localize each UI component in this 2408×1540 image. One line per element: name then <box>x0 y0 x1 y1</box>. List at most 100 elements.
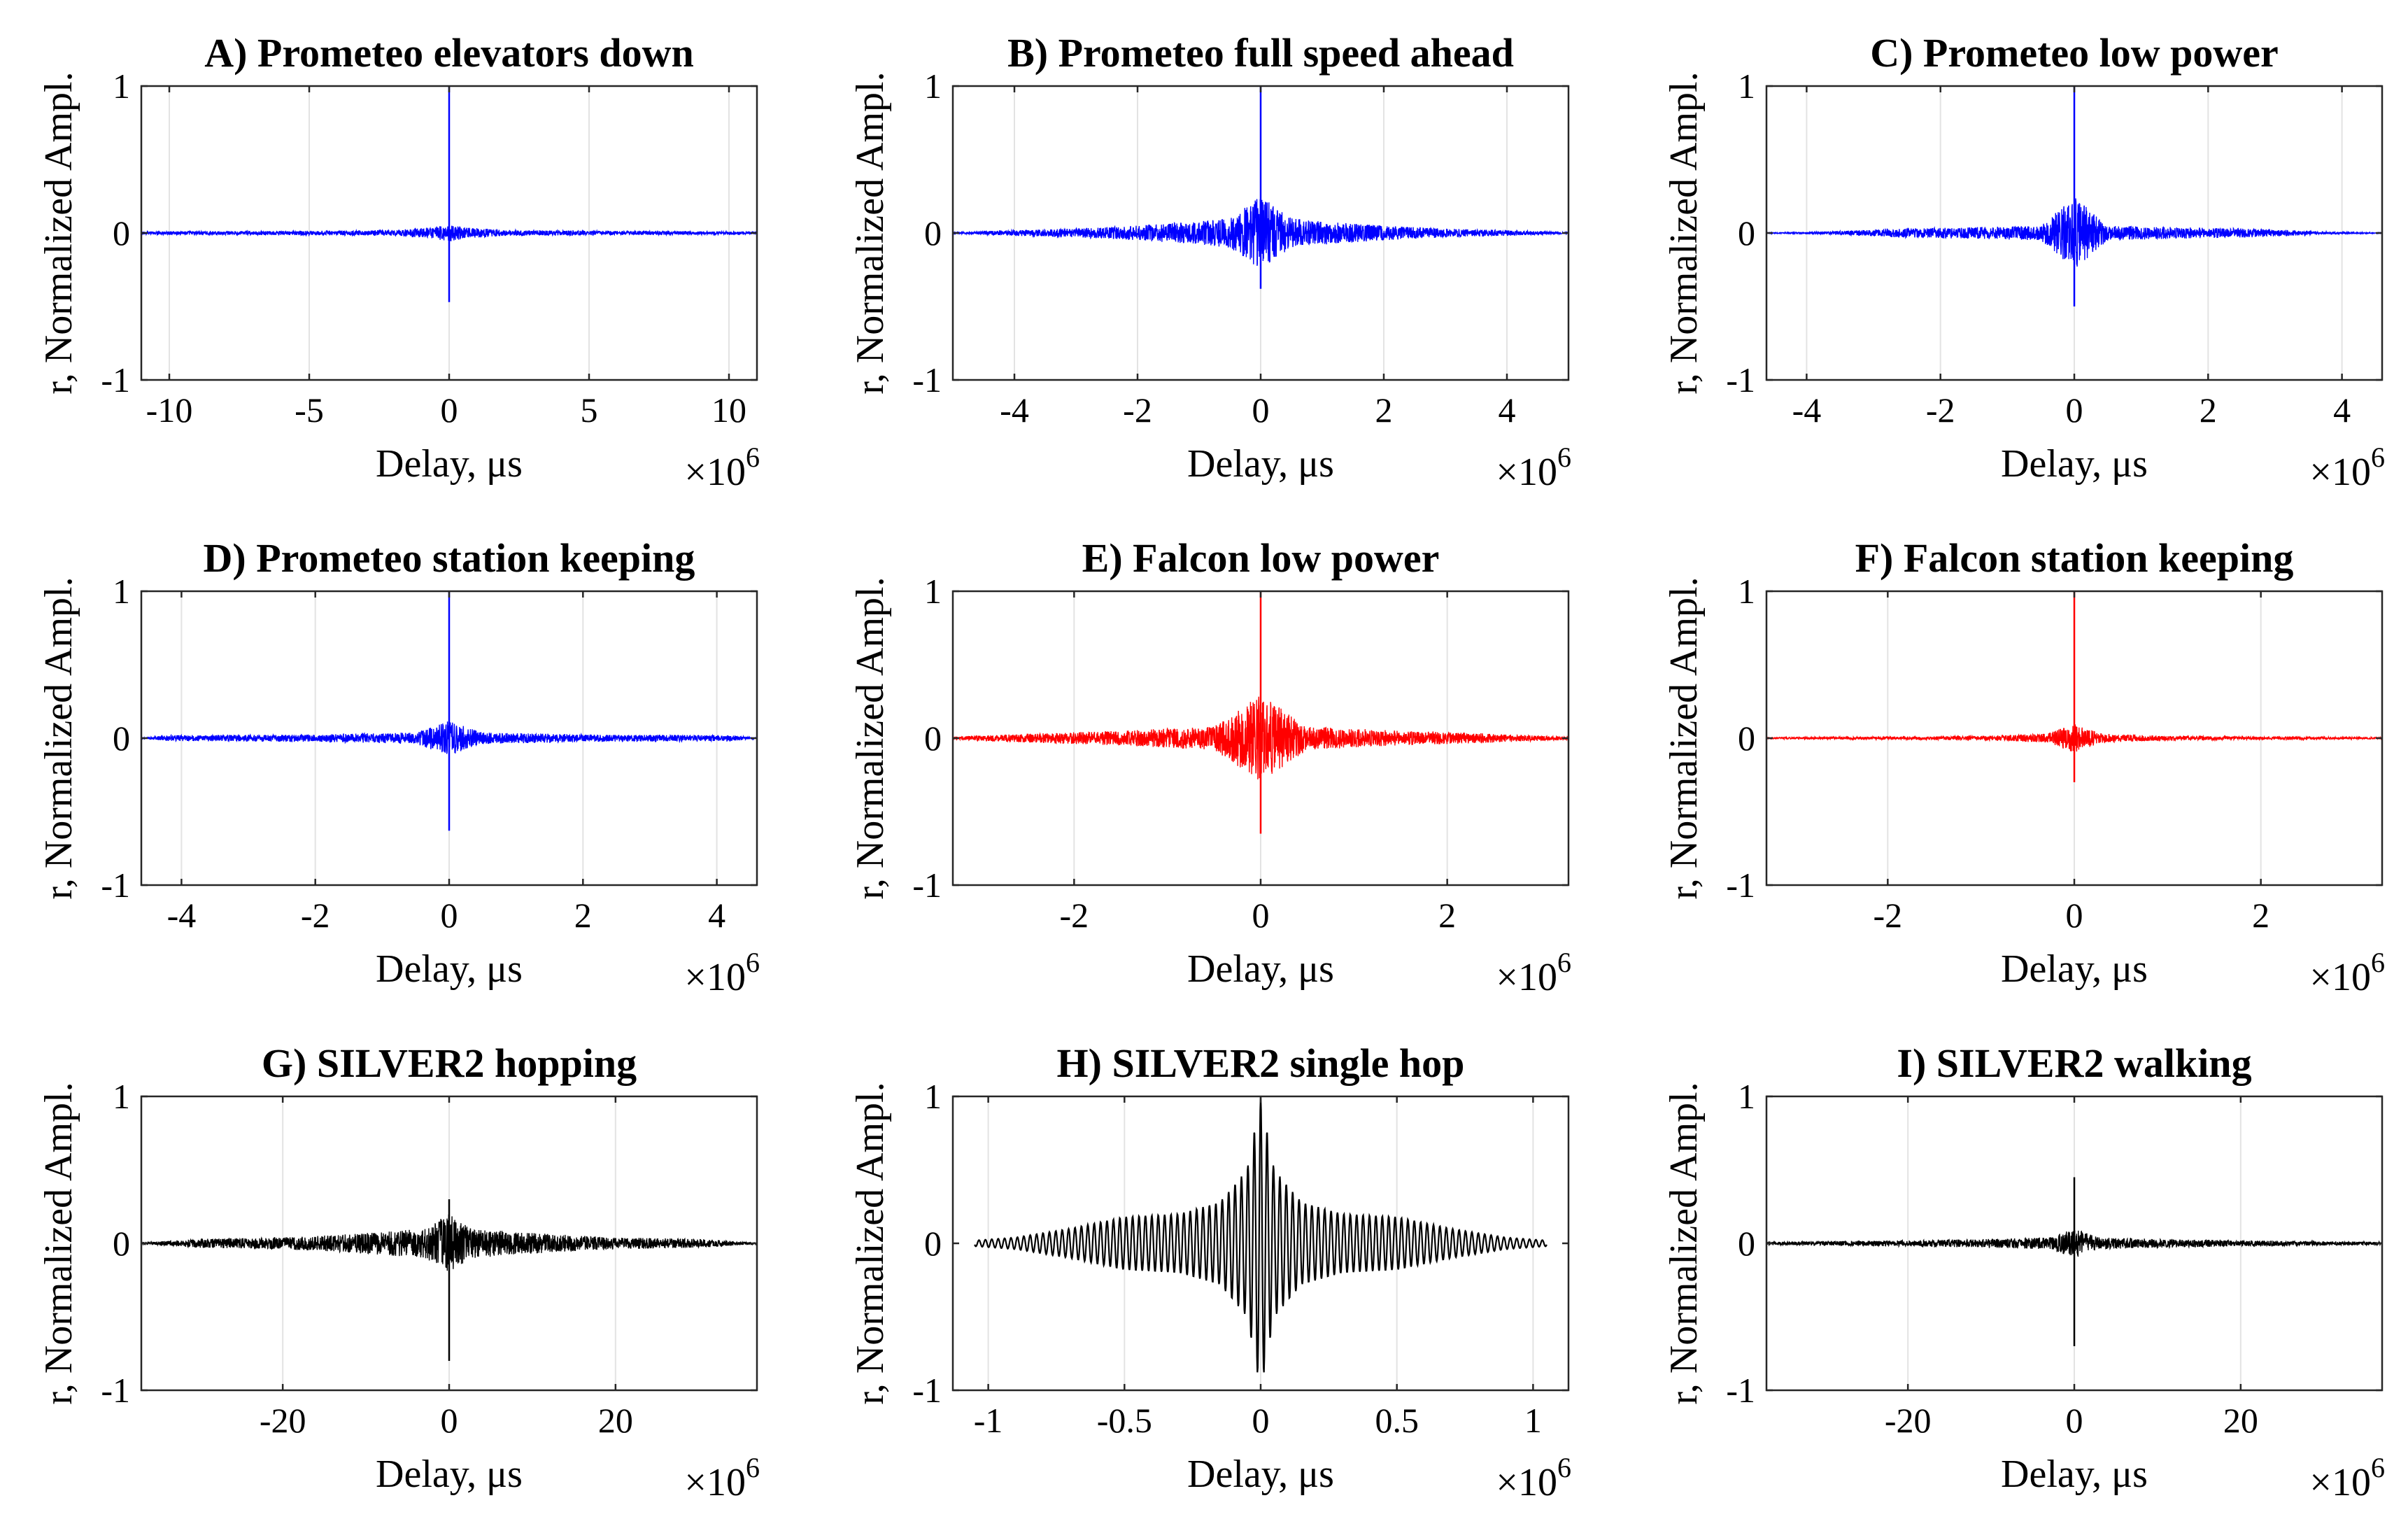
subplot-title: D) Prometeo station keeping <box>204 535 695 581</box>
x-exponent-label: ×106 <box>684 1452 760 1504</box>
x-axis-label: Delay, μs <box>376 1453 523 1496</box>
x-tick-label: -4 <box>1792 390 1822 430</box>
x-axis-label: Delay, μs <box>376 442 523 486</box>
x-axis-label: Delay, μs <box>2001 1453 2148 1496</box>
x-tick-label: -2 <box>1926 390 1955 430</box>
x-tick-label: 4 <box>2333 390 2351 430</box>
y-tick-label: 0 <box>1738 1224 1755 1263</box>
x-tick-label: 0 <box>441 1401 458 1440</box>
x-tick-label: 2 <box>2200 390 2217 430</box>
x-tick-label: 0 <box>441 896 458 935</box>
x-tick-label: -1 <box>974 1401 1003 1440</box>
subplot-5: -2 0 2 -1 0 1 E) Falcon low power Delay, μs ×106… <box>849 535 1571 999</box>
x-tick-label: 0 <box>2066 390 2083 430</box>
y-tick-label: 0 <box>924 719 942 758</box>
y-tick-label: 1 <box>924 572 942 611</box>
subplot-title: I) SILVER2 walking <box>1897 1040 2251 1086</box>
y-axis-label: r, Normalized Ampl. <box>37 1082 80 1404</box>
subplot-7: -20 0 20 -1 0 1 G) SILVER2 hopping Delay, μs ×10… <box>37 1040 760 1504</box>
y-tick-label: 1 <box>924 1077 942 1116</box>
y-tick-label: 0 <box>113 213 130 253</box>
x-tick-label: 0 <box>2066 896 2083 935</box>
x-axis-label: Delay, μs <box>1187 947 1334 991</box>
x-axis-label: Delay, μs <box>2001 442 2148 486</box>
y-axis-label: r, Normalized Ampl. <box>37 71 80 394</box>
x-tick-label: -2 <box>1123 390 1152 430</box>
x-tick-label: 0 <box>2066 1401 2083 1440</box>
x-tick-label: 0 <box>1252 390 1270 430</box>
x-tick-label: 5 <box>581 390 598 430</box>
x-tick-label: 10 <box>711 390 746 430</box>
x-exponent-label: ×106 <box>1496 947 1571 999</box>
subplot-3: -4 -2 0 2 4 -1 0 1 C) Prometeo low power Delay, μ… <box>1662 30 2385 494</box>
y-tick-label: -1 <box>101 1371 130 1410</box>
subplot-8: -1 -0.5 0 0.5 1 -1 0 1 H) SILVER2 single hop Dela… <box>849 1040 1571 1504</box>
x-tick-label: -4 <box>167 896 197 935</box>
x-tick-label: 0 <box>441 390 458 430</box>
y-tick-label: -1 <box>1726 866 1755 905</box>
x-exponent-label: ×106 <box>684 947 760 999</box>
y-tick-label: 0 <box>113 719 130 758</box>
y-tick-label: 0 <box>924 1224 942 1263</box>
x-tick-label: -20 <box>1885 1401 1932 1440</box>
subplot-9: -20 0 20 -1 0 1 I) SILVER2 walking Delay, μs ×10… <box>1662 1040 2385 1504</box>
x-axis-label: Delay, μs <box>1187 442 1334 486</box>
x-axis-label: Delay, μs <box>1187 1453 1334 1496</box>
x-tick-label: 2 <box>1438 896 1456 935</box>
y-tick-label: 0 <box>1738 213 1755 253</box>
x-tick-label: -2 <box>1060 896 1089 935</box>
y-tick-label: 1 <box>113 66 130 106</box>
x-tick-label: 4 <box>1499 390 1516 430</box>
x-tick-label: -10 <box>146 390 193 430</box>
x-tick-label: 2 <box>1375 390 1393 430</box>
x-tick-label: 4 <box>708 896 725 935</box>
x-exponent-label: ×106 <box>2309 947 2385 999</box>
subplot-4: -4 -2 0 2 4 -1 0 1 D) Prometeo station keeping De… <box>37 535 760 999</box>
x-tick-label: -2 <box>1874 896 1903 935</box>
y-tick-label: 0 <box>113 1224 130 1263</box>
subplot-title: H) SILVER2 single hop <box>1057 1040 1465 1086</box>
x-exponent-label: ×106 <box>2309 441 2385 494</box>
y-tick-label: 0 <box>1738 719 1755 758</box>
y-axis-label: r, Normalized Ampl. <box>849 71 892 394</box>
y-tick-label: -1 <box>912 1371 942 1410</box>
x-tick-label: 2 <box>2252 896 2269 935</box>
y-tick-label: 1 <box>1738 572 1755 611</box>
x-tick-label: 20 <box>598 1401 633 1440</box>
x-tick-label: 20 <box>2223 1401 2258 1440</box>
subplot-title: C) Prometeo low power <box>1870 30 2279 76</box>
x-axis-label: Delay, μs <box>376 947 523 991</box>
x-tick-label: 2 <box>574 896 592 935</box>
x-tick-label: 0 <box>1252 896 1270 935</box>
y-tick-label: 1 <box>113 572 130 611</box>
y-tick-label: 1 <box>924 66 942 106</box>
subplot-2: -4 -2 0 2 4 -1 0 1 B) Prometeo full speed ahead D… <box>849 30 1571 494</box>
x-tick-label: 0.5 <box>1375 1401 1419 1440</box>
y-tick-label: 1 <box>113 1077 130 1116</box>
x-exponent-label: ×106 <box>2309 1452 2385 1504</box>
y-tick-label: 1 <box>1738 66 1755 106</box>
y-tick-label: -1 <box>912 360 942 400</box>
y-axis-label: r, Normalized Ampl. <box>849 577 892 899</box>
y-tick-label: 0 <box>924 213 942 253</box>
x-exponent-label: ×106 <box>1496 1452 1571 1504</box>
subplot-title: E) Falcon low power <box>1082 535 1440 581</box>
subplot-title: G) SILVER2 hopping <box>262 1040 637 1086</box>
x-tick-label: -20 <box>260 1401 306 1440</box>
y-tick-label: -1 <box>1726 360 1755 400</box>
x-axis-label: Delay, μs <box>2001 947 2148 991</box>
x-tick-label: 0 <box>1252 1401 1270 1440</box>
subplot-title: F) Falcon station keeping <box>1855 535 2294 581</box>
y-tick-label: -1 <box>912 866 942 905</box>
y-tick-label: -1 <box>101 866 130 905</box>
y-tick-label: -1 <box>101 360 130 400</box>
x-exponent-label: ×106 <box>1496 441 1571 494</box>
y-tick-label: -1 <box>1726 1371 1755 1410</box>
x-tick-label: -4 <box>1000 390 1029 430</box>
y-axis-label: r, Normalized Ampl. <box>37 577 80 899</box>
subplot-title: A) Prometeo elevators down <box>204 30 694 76</box>
x-tick-label: -5 <box>295 390 324 430</box>
subplot-6: -2 0 2 -1 0 1 F) Falcon station keeping Delay, … <box>1662 535 2385 999</box>
